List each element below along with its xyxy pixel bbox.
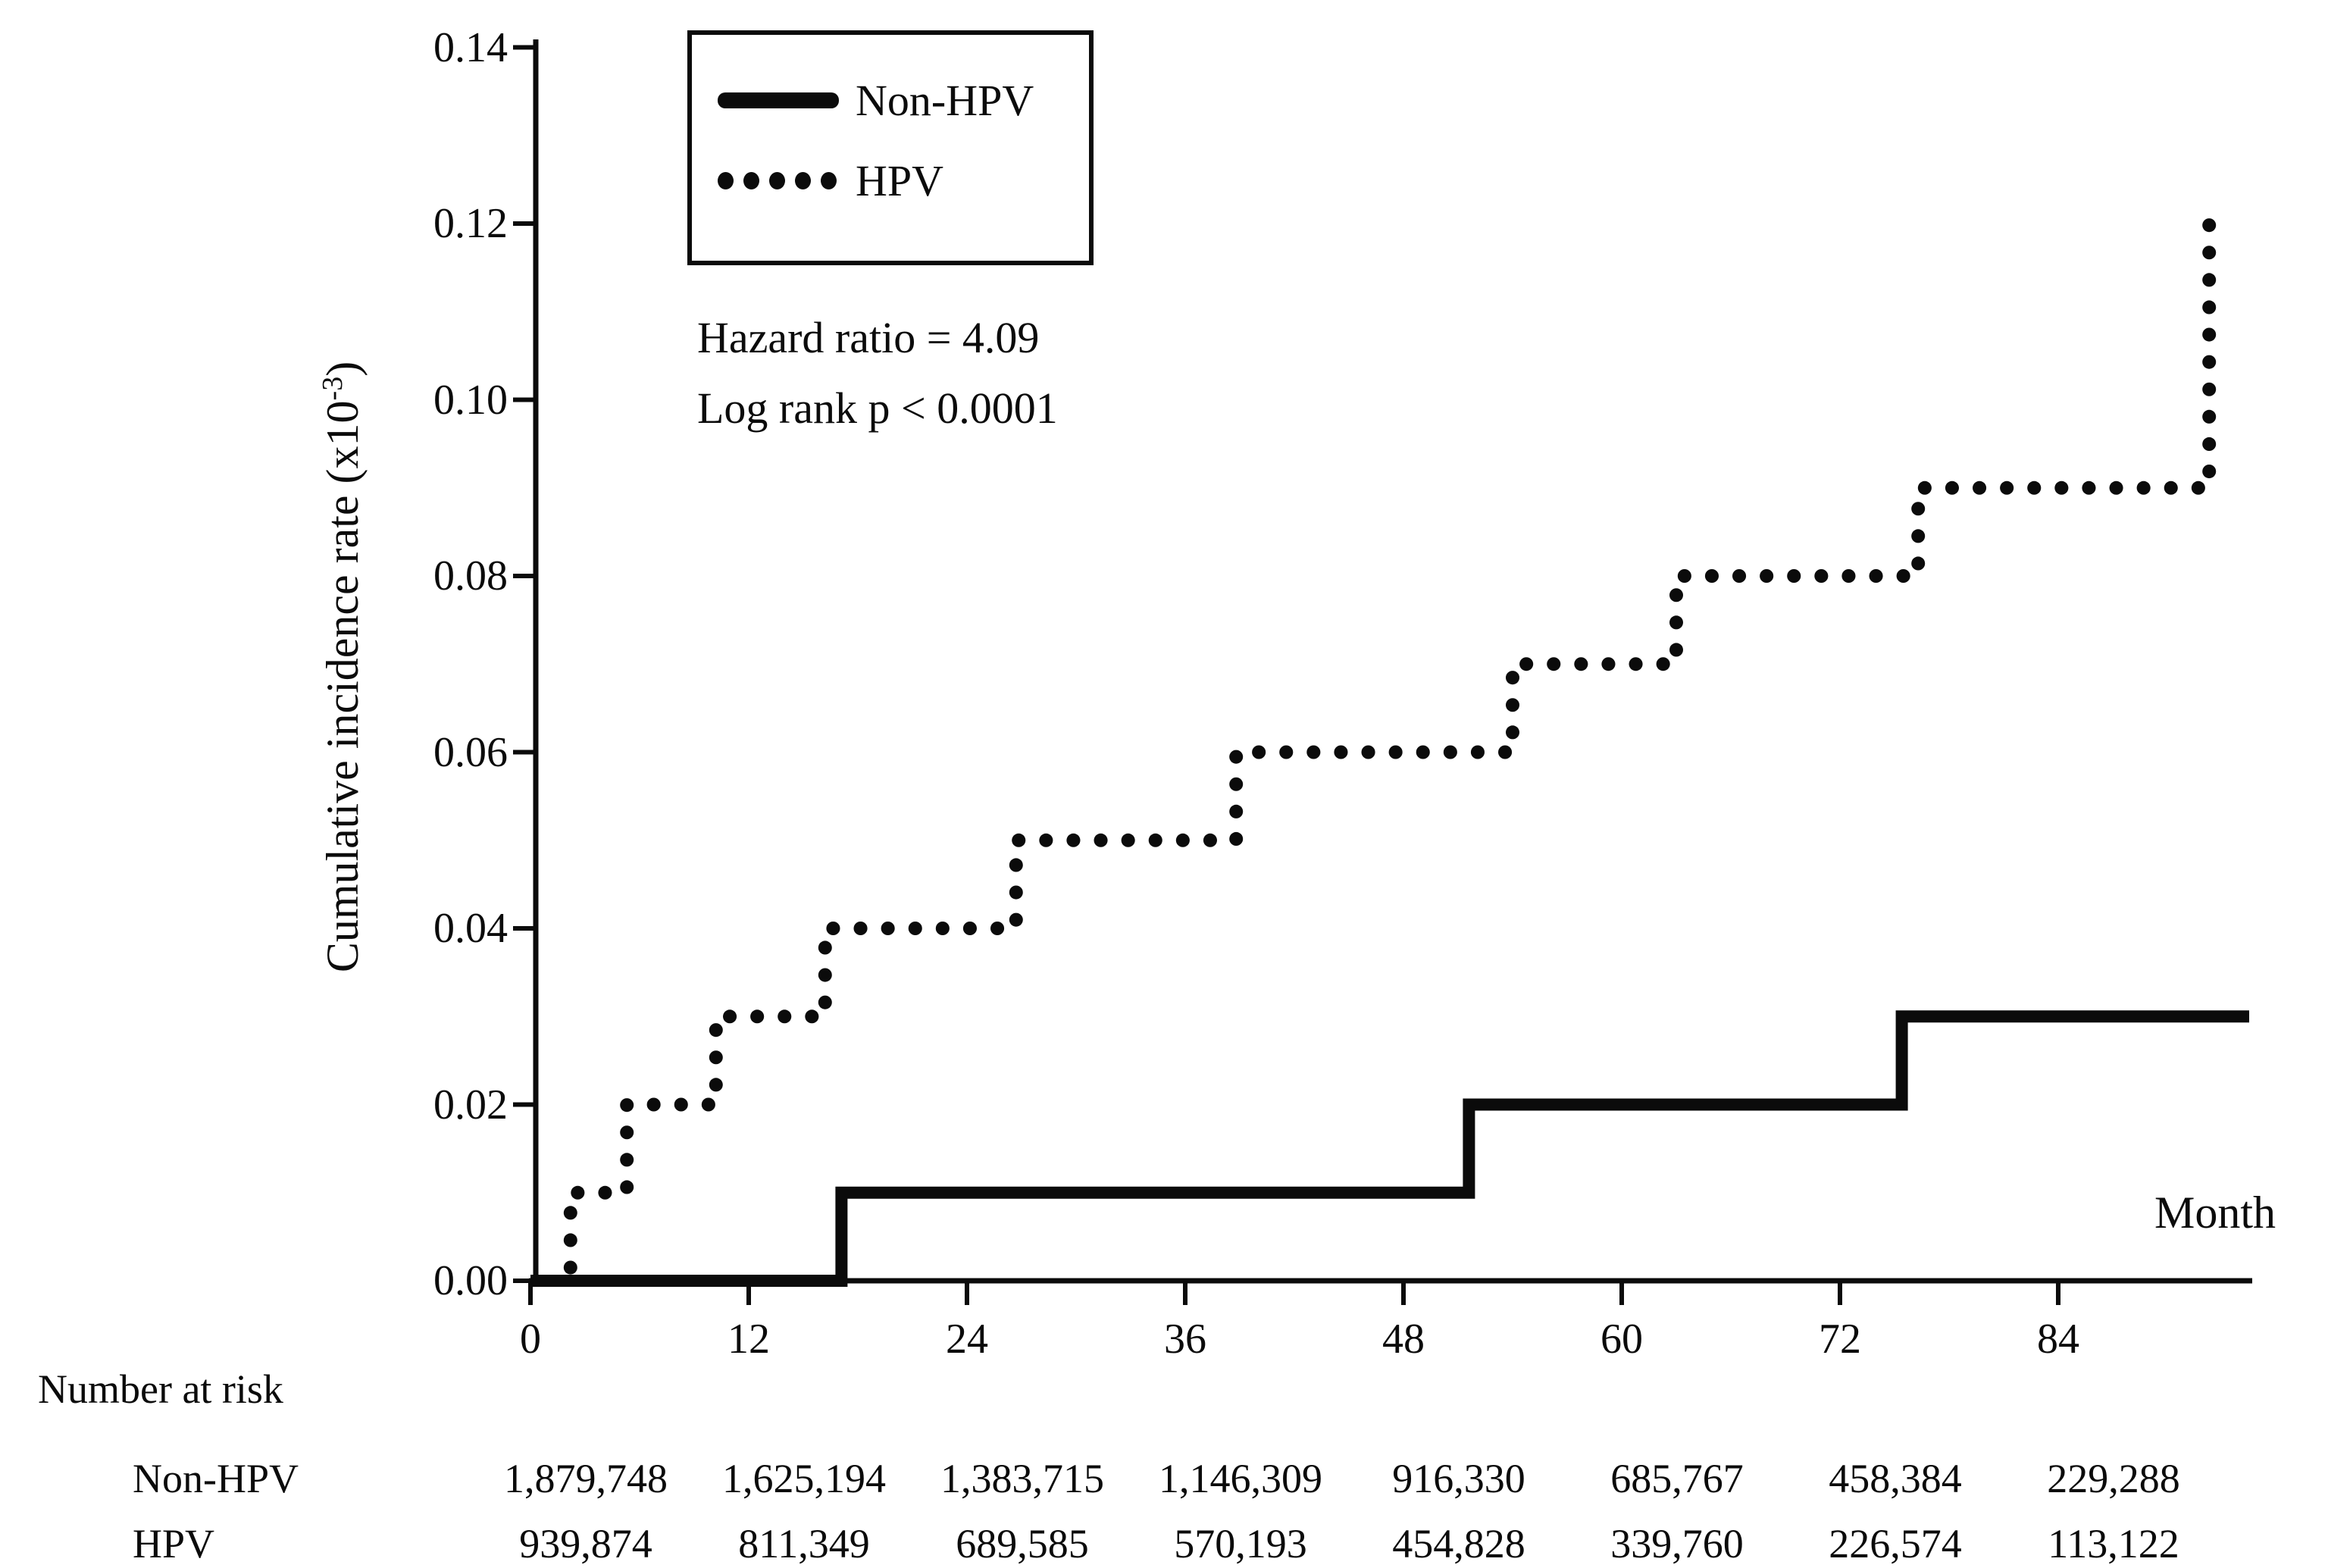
risk-value-non-hpv-24: 1,383,715 <box>940 1456 1104 1501</box>
legend: Non-HPV HPV <box>687 30 1094 265</box>
y-tick-label: 0.10 <box>433 376 508 424</box>
risk-value-hpv-24: 689,585 <box>956 1521 1089 1566</box>
legend-label-non-hpv: Non-HPV <box>856 75 1034 125</box>
hazard-ratio-annotation: Hazard ratio = 4.09 <box>697 313 1040 362</box>
risk-value-non-hpv-36: 1,146,309 <box>1159 1456 1322 1501</box>
series-curve-hpv <box>563 217 2240 1275</box>
risk-value-non-hpv-12: 1,625,194 <box>722 1456 886 1501</box>
y-axis-title-text: Cumulative incidence rate (x10 <box>318 400 368 973</box>
x-tick-label: 24 <box>946 1316 988 1363</box>
risk-value-hpv-48: 454,828 <box>1392 1521 1525 1566</box>
number-at-risk-heading: Number at risk <box>38 1366 283 1412</box>
x-tick-label: 12 <box>728 1316 770 1363</box>
log-rank-annotation: Log rank p < 0.0001 <box>697 383 1058 433</box>
dotted-line-sample-icon <box>718 171 839 189</box>
risk-row-label-non-hpv: Non-HPV <box>133 1456 299 1501</box>
risk-value-hpv-0: 939,874 <box>519 1521 652 1566</box>
risk-value-hpv-60: 339,760 <box>1610 1521 1744 1566</box>
series-curve-non-hpv <box>530 1010 2249 1287</box>
y-tick-label: 0.06 <box>433 728 508 776</box>
x-axis-title: Month <box>2154 1188 2276 1238</box>
x-tick-label: 84 <box>2037 1316 2079 1363</box>
y-tick-label: 0.12 <box>433 200 508 247</box>
risk-value-non-hpv-60: 685,767 <box>1610 1456 1744 1501</box>
solid-line-sample-icon <box>718 92 839 108</box>
legend-label-hpv: HPV <box>856 155 944 205</box>
x-tick-label: 48 <box>1382 1316 1425 1363</box>
y-tick-label: 0.14 <box>433 23 508 71</box>
x-tick-label: 36 <box>1164 1316 1206 1363</box>
legend-item-non-hpv: Non-HPV <box>718 76 1034 125</box>
risk-value-hpv-36: 570,193 <box>1174 1521 1307 1566</box>
y-tick-label: 0.00 <box>433 1257 508 1304</box>
y-tick-label: 0.02 <box>433 1081 508 1128</box>
risk-value-hpv-84: 113,122 <box>2048 1521 2179 1566</box>
risk-value-non-hpv-72: 458,384 <box>1829 1456 1962 1501</box>
y-axis-title: Cumulative incidence rate (x10-3) <box>316 361 369 972</box>
risk-value-non-hpv-48: 916,330 <box>1392 1456 1525 1501</box>
y-axis-title-close: ) <box>318 361 368 377</box>
legend-item-hpv: HPV <box>718 156 943 205</box>
risk-value-hpv-72: 226,574 <box>1829 1521 1962 1566</box>
x-tick-label: 60 <box>1600 1316 1643 1363</box>
risk-value-non-hpv-0: 1,879,748 <box>504 1456 668 1501</box>
y-tick-label: 0.04 <box>433 905 508 952</box>
risk-value-hpv-12: 811,349 <box>738 1521 870 1566</box>
risk-value-non-hpv-84: 229,288 <box>2047 1456 2180 1501</box>
y-tick-label: 0.08 <box>433 552 508 599</box>
x-tick-label: 0 <box>520 1316 541 1363</box>
risk-row-label-hpv: HPV <box>133 1521 215 1566</box>
x-tick-label: 72 <box>1819 1316 1861 1363</box>
